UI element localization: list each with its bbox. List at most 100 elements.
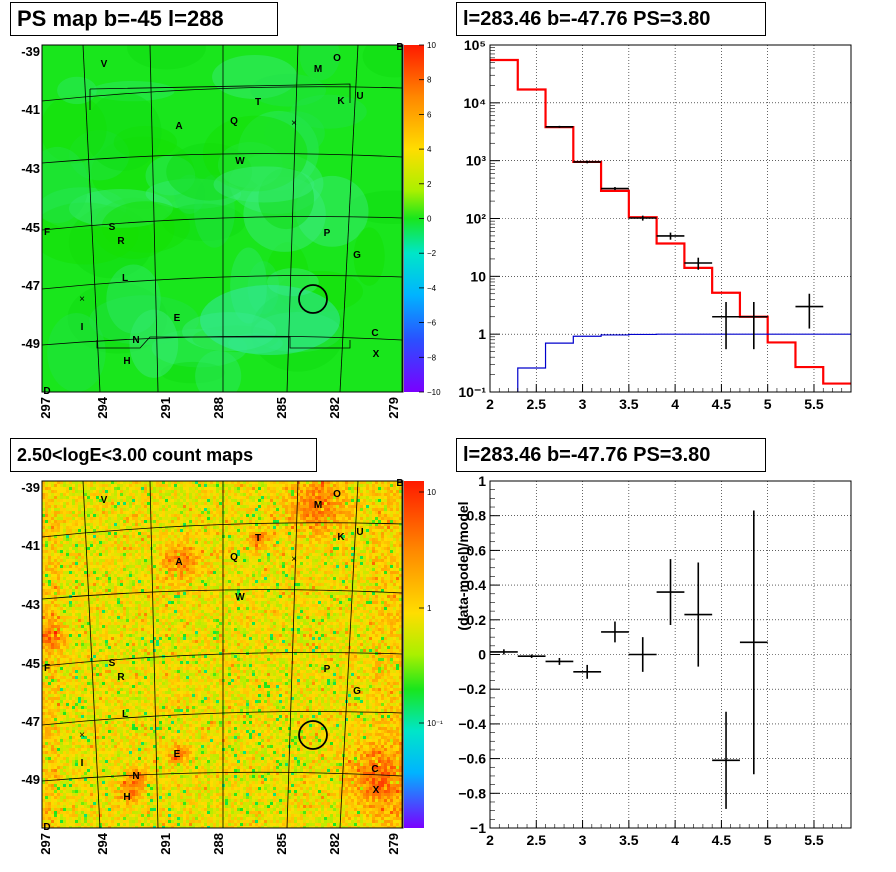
count-map-pixel (102, 565, 105, 568)
count-map-pixel (372, 586, 375, 589)
count-map-pixel (177, 535, 180, 538)
count-map-pixel (282, 535, 285, 538)
count-map-pixel (141, 574, 144, 577)
count-map-pixel (282, 529, 285, 532)
count-map-pixel (216, 556, 219, 559)
count-map-pixel (375, 511, 378, 514)
count-map-pixel (126, 541, 129, 544)
count-map-pixel (321, 568, 324, 571)
count-map-pixel (48, 529, 51, 532)
count-map-pixel (51, 535, 54, 538)
count-map-pixel (195, 550, 198, 553)
count-map-pixel (390, 577, 393, 580)
count-map-pixel (138, 502, 141, 505)
count-map-pixel (270, 574, 273, 577)
count-map-pixel (66, 550, 69, 553)
count-map-pixel (213, 529, 216, 532)
count-map-pixel (333, 541, 336, 544)
count-map-pixel (339, 529, 342, 532)
count-map-pixel (231, 577, 234, 580)
count-map-pixel (240, 505, 243, 508)
count-map-pixel (357, 526, 360, 529)
count-map-pixel (249, 571, 252, 574)
count-map-pixel (336, 577, 339, 580)
count-map-pixel (288, 535, 291, 538)
count-map-pixel (189, 547, 192, 550)
count-map-pixel (255, 526, 258, 529)
count-map-pixel (81, 568, 84, 571)
count-map-pixel (198, 574, 201, 577)
count-map-pixel (114, 538, 117, 541)
count-map-pixel (192, 571, 195, 574)
count-map-pixel (306, 511, 309, 514)
count-map-pixel (222, 556, 225, 559)
count-map-pixel (297, 496, 300, 499)
count-map-pixel (54, 502, 57, 505)
count-map-pixel (273, 547, 276, 550)
count-map-pixel (243, 532, 246, 535)
count-map-pixel (198, 583, 201, 586)
count-map-pixel (96, 514, 99, 517)
count-map-pixel (357, 538, 360, 541)
count-map-pixel (219, 481, 222, 484)
count-map-pixel (75, 490, 78, 493)
count-map-pixel (108, 568, 111, 571)
count-map-pixel (369, 592, 372, 595)
count-map-pixel (198, 511, 201, 514)
count-map-pixel (147, 505, 150, 508)
count-map-pixel (183, 523, 186, 526)
count-map-pixel (183, 592, 186, 595)
count-map-pixel (132, 520, 135, 523)
count-map-pixel (93, 523, 96, 526)
count-map-pixel (63, 559, 66, 562)
count-map-pixel (180, 511, 183, 514)
count-map-pixel (333, 544, 336, 547)
count-map-pixel (207, 592, 210, 595)
count-map-pixel (279, 523, 282, 526)
count-map-pixel (177, 574, 180, 577)
count-map-pixel (231, 553, 234, 556)
count-map-pixel (60, 580, 63, 583)
count-map-pixel (69, 535, 72, 538)
count-map-pixel (123, 487, 126, 490)
count-map-pixel (387, 547, 390, 550)
count-map-pixel (309, 493, 312, 496)
count-map-pixel (174, 568, 177, 571)
count-map-pixel (336, 496, 339, 499)
count-map-pixel (153, 565, 156, 568)
count-map-pixel (303, 505, 306, 508)
count-map-pixel (225, 547, 228, 550)
count-map-pixel (315, 571, 318, 574)
count-map-pixel (255, 484, 258, 487)
count-map-pixel (159, 580, 162, 583)
count-map-pixel (288, 574, 291, 577)
count-map-pixel (267, 595, 270, 598)
count-map-pixel (159, 589, 162, 592)
count-map-pixel (318, 583, 321, 586)
count-map-pixel (378, 520, 381, 523)
count-map-pixel (210, 559, 213, 562)
count-map-pixel (72, 538, 75, 541)
count-map-pixel (114, 559, 117, 562)
count-map-pixel (156, 499, 159, 502)
count-map-pixel (66, 523, 69, 526)
count-map-pixel (156, 484, 159, 487)
colorbar-tick-label: 0 (427, 215, 432, 224)
map-longitude-line (82, 45, 101, 392)
count-map-pixel (348, 547, 351, 550)
count-map-pixel (153, 544, 156, 547)
count-map-pixel (288, 487, 291, 490)
count-map-pixel (342, 526, 345, 529)
count-map-pixel (222, 550, 225, 553)
count-map-pixel (129, 583, 132, 586)
count-map-pixel (120, 490, 123, 493)
count-map-pixel (138, 505, 141, 508)
count-map-pixel (336, 586, 339, 589)
count-map-pixel (369, 526, 372, 529)
source-position-circle (298, 284, 328, 314)
count-map-pixel (318, 553, 321, 556)
count-map-pixel (204, 595, 207, 598)
count-map-pixel (138, 595, 141, 598)
count-map-pixel (78, 571, 81, 574)
count-map-pixel (231, 487, 234, 490)
